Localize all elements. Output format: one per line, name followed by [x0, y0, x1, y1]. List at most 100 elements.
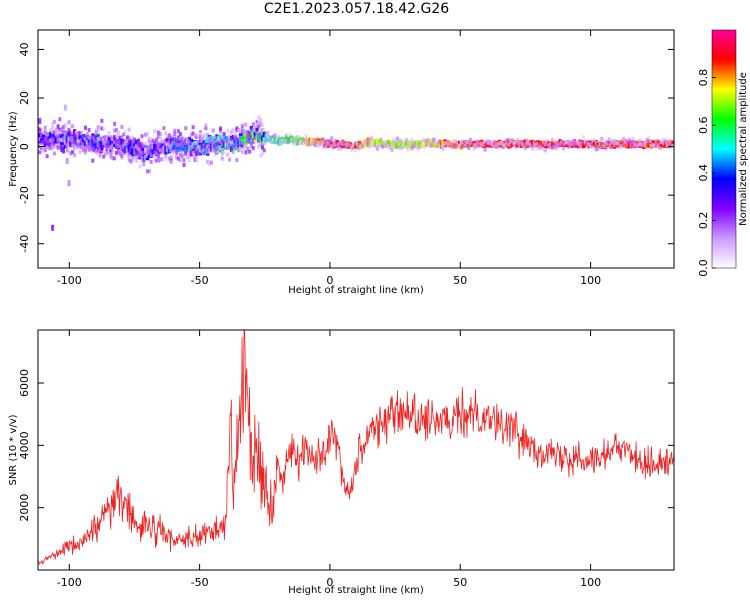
spectrogram-cell — [397, 145, 401, 150]
spectrogram-cell — [131, 135, 135, 140]
spectrogram-cell — [153, 153, 157, 158]
spectrogram-cell — [394, 143, 398, 149]
spectrogram-cell — [213, 152, 217, 157]
spectrogram-cell — [171, 140, 175, 145]
spectrogram-cell — [476, 145, 480, 150]
spectrogram-cell — [96, 147, 100, 152]
spectrogram-cell — [114, 127, 118, 132]
spectrogram-cell — [49, 143, 53, 148]
spectrogram-cell — [664, 139, 668, 144]
spectrogram-cell — [262, 139, 266, 144]
spectrogram-cell — [388, 145, 392, 150]
spectrogram-cell — [293, 140, 297, 145]
spectrogram-cell — [136, 155, 140, 160]
spectrogram-cell — [235, 158, 239, 163]
spectrogram-cell — [58, 145, 62, 150]
colorbar-tick-label: 0.6 — [697, 116, 710, 134]
spectrogram-cell — [171, 150, 175, 155]
spectrogram-cell — [116, 139, 120, 144]
spectrogram-cell — [277, 135, 281, 140]
spectrogram-cell — [52, 144, 56, 149]
spectrogram-cell — [167, 144, 171, 149]
spectrogram-cell — [447, 141, 451, 146]
spectrogram-cell — [124, 144, 128, 151]
spectrogram-cell — [94, 142, 99, 149]
spectrogram-cell — [52, 141, 56, 146]
spectrogram-cell — [85, 140, 89, 145]
spectrogram-cell — [125, 149, 129, 154]
spectrogram-cell — [260, 131, 265, 138]
spectrogram-cell — [301, 136, 305, 141]
spectrogram-cell — [514, 140, 518, 145]
spectrogram-cell — [321, 140, 325, 146]
spectrogram-cell — [158, 135, 162, 140]
spectrogram-cell — [138, 151, 142, 156]
spectrogram-cell — [266, 134, 270, 139]
spectrogram-cell — [237, 142, 241, 147]
spectrogram-cell — [645, 137, 649, 142]
spectrogram-cell — [100, 126, 104, 131]
spectrogram-cell — [454, 145, 458, 150]
spectrogram-cell — [468, 141, 472, 146]
spectrogram-cell — [441, 147, 445, 152]
spectrogram-cell — [343, 140, 347, 145]
spectrogram-cell — [135, 158, 139, 163]
spectrogram-cell — [468, 137, 472, 142]
spectrogram-cell — [100, 140, 104, 147]
spectrogram-cell — [38, 118, 42, 125]
spectrogram-cell — [408, 143, 412, 148]
spectrogram-cell — [516, 138, 520, 143]
spectrogram-cell — [149, 148, 153, 153]
spectrogram-cell — [485, 138, 489, 143]
spectrogram-cell — [240, 135, 245, 142]
spectrogram-cell — [149, 159, 153, 164]
spectrogram-cell — [155, 140, 159, 145]
spectrogram-cell — [394, 140, 398, 145]
spectrogram-cell — [226, 152, 230, 157]
spectrogram-cell — [611, 139, 615, 144]
spectrogram-cell — [257, 135, 261, 142]
spectrogram-cell — [104, 138, 108, 143]
spectrogram-cell — [242, 141, 246, 146]
spectrogram-cell — [627, 139, 631, 145]
spectrogram-cell — [111, 143, 115, 148]
spectrogram-cell — [594, 147, 598, 152]
spectrogram-cell — [525, 138, 529, 143]
spectrogram-cell — [229, 147, 233, 152]
spectrogram-cell — [525, 143, 529, 149]
spectrogram-cell — [129, 159, 133, 164]
spectrogram-cell — [67, 142, 71, 147]
spectrogram-cell — [218, 137, 222, 142]
colorbar-tick-label: 0.2 — [697, 212, 710, 230]
spectrogram-cell — [40, 140, 44, 145]
spectrogram-cell — [85, 134, 89, 139]
spectrogram-cell — [222, 150, 226, 155]
spectrogram-cell — [105, 150, 109, 155]
spectrogram-cell — [527, 140, 531, 145]
spectrogram-cell — [140, 142, 144, 147]
spectrogram-cell — [94, 150, 98, 155]
spectrogram-y-tick-label: 0 — [18, 143, 31, 150]
spectrogram-cell — [195, 140, 199, 145]
spectrogram-cell — [125, 141, 129, 146]
spectrogram-cell — [51, 125, 55, 130]
spectrogram-cell — [218, 127, 222, 132]
spectrogram-cell — [80, 130, 84, 135]
spectrogram-cell — [206, 141, 210, 148]
spectrogram-cell — [494, 141, 498, 146]
spectrogram-cell — [416, 139, 420, 144]
spectrogram-cell — [660, 139, 664, 144]
spectrogram-cell — [593, 140, 597, 146]
spectrogram-cell — [324, 139, 328, 144]
spectrogram-cell — [240, 124, 244, 129]
figure-title: C2E1.2023.057.18.42.G26 — [263, 1, 450, 17]
spectrogram-cell — [109, 154, 113, 159]
spectrogram-cell — [116, 135, 120, 140]
spectrogram-cell — [173, 129, 177, 134]
spectrogram-cell — [412, 141, 416, 146]
spectrogram-cell — [63, 123, 67, 128]
spectrogram-cell — [251, 138, 255, 143]
spectrogram-cell — [197, 144, 201, 149]
spectrogram-cell — [145, 169, 149, 174]
spectrogram-cell — [122, 144, 126, 149]
